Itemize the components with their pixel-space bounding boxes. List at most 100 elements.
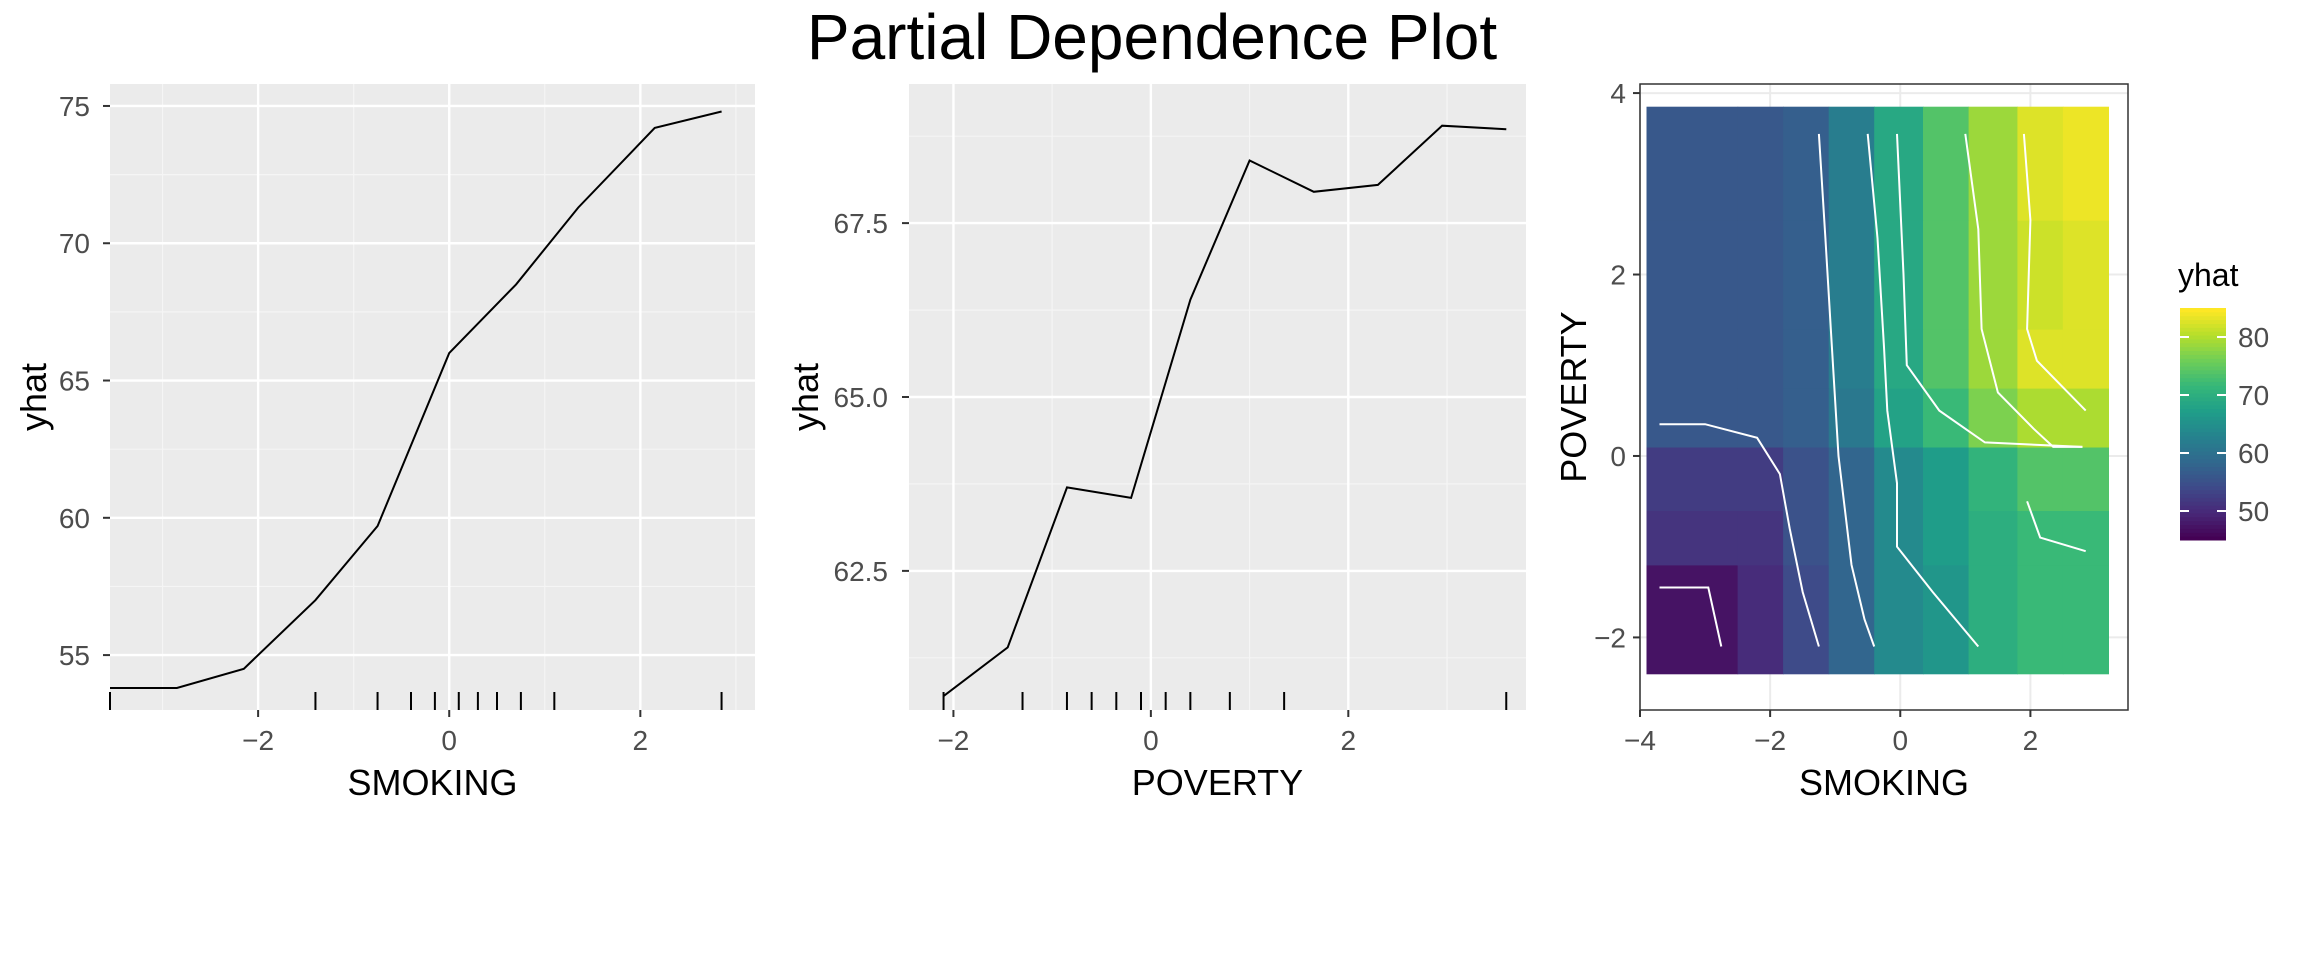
heatmap-cell (1737, 220, 1784, 330)
heatmap-cell (1923, 564, 1970, 675)
heatmap-cell (2062, 564, 2109, 675)
legend-colorbar-segment (2180, 532, 2226, 537)
legend-colorbar-segment (2180, 505, 2226, 510)
legend-colorbar-segment (2180, 431, 2226, 437)
poverty-x-tick-label: −2 (937, 725, 969, 756)
heatmap-panel-border (1639, 83, 2129, 711)
legend-tick-label: 80 (2238, 322, 2269, 353)
poverty-x-axis-title: POVERTY (1132, 762, 1303, 803)
heatmap-x-tick-label: 0 (1892, 725, 1908, 756)
poverty-y-axis-title: yhat (785, 363, 826, 431)
legend-colorbar-segment (2180, 416, 2226, 421)
legend-colorbar-segment (2180, 485, 2226, 491)
legend-colorbar-segment (2180, 362, 2226, 367)
legend-colorbar-segment (2180, 389, 2226, 394)
heatmap-x-tick-label: −4 (1624, 725, 1656, 756)
legend-colorbar-segment (2180, 319, 2226, 324)
legend-colorbar-segment (2180, 311, 2226, 317)
smoking-x-tick-label: 0 (441, 725, 457, 756)
legend-colorbar-segment (2180, 396, 2226, 402)
poverty-y-tick-label: 62.5 (834, 556, 889, 587)
heatmap-cell (1783, 220, 1830, 330)
legend-colorbar-segment (2180, 346, 2226, 352)
heatmap-cell (1923, 446, 1970, 511)
smoking-y-axis-title: yhat (13, 363, 54, 431)
yhat-colorbar-legend: yhat 50 60 70 80 (2178, 257, 2269, 541)
heatmap-cell (1737, 329, 1784, 389)
smoking-y-tick-label: 60 (59, 503, 90, 534)
legend-colorbar-segment (2180, 424, 2226, 429)
legend-colorbar-segment (2180, 451, 2226, 456)
heatmap-contour-line (2022, 133, 2087, 412)
legend-colorbar-segment (2180, 400, 2226, 406)
poverty-y-tick-label: 67.5 (834, 208, 889, 239)
poverty-x-tick-label: 2 (1341, 725, 1357, 756)
smoking-pdp-line (110, 110, 722, 689)
heatmap-contour-line (1659, 423, 1820, 647)
heatmap-cell (1828, 564, 1875, 675)
legend-tick-label: 70 (2238, 380, 2269, 411)
legend-colorbar-segment (2180, 327, 2226, 332)
legend-colorbar-segment (2180, 516, 2226, 522)
heatmap-cell (1646, 387, 1739, 448)
legend-colorbar-segment (2180, 536, 2226, 541)
legend-colorbar-segment (2180, 524, 2226, 529)
heatmap-cell (1923, 106, 1970, 221)
smoking-x-tick-label: 2 (633, 725, 649, 756)
legend-colorbar-segment (2180, 350, 2226, 355)
heatmap-cell (1968, 106, 2018, 221)
legend-colorbar-segment (2180, 478, 2226, 483)
legend-colorbar-segment (2180, 501, 2226, 506)
heatmap-cell (1737, 564, 1784, 675)
smoking-pdp-panel: −2 0 2 55 60 65 70 75 SMOKING yhat (13, 84, 755, 803)
heatmap-cell (1828, 510, 1875, 566)
heatmap-y-tick-label: 0 (1610, 441, 1626, 472)
legend-colorbar-segment (2180, 497, 2226, 502)
heatmap-cell (1783, 510, 1830, 566)
legend-colorbar-segment (2180, 427, 2226, 433)
heatmap-cell (1828, 106, 1875, 221)
legend-colorbar-segment (2180, 373, 2226, 379)
heatmap-cells (1646, 106, 2109, 675)
legend-colorbar-segment (2180, 458, 2226, 464)
legend-colorbar-segment (2180, 454, 2226, 460)
legend-colorbar-segment (2180, 323, 2226, 328)
legend-colorbar-segment (2180, 377, 2226, 382)
smoking-x-axis-title: SMOKING (347, 762, 517, 803)
legend-colorbar-segment (2180, 393, 2226, 398)
heatmap-y-tick-label: −2 (1594, 622, 1626, 653)
heatmap-cell (1646, 329, 1739, 389)
heatmap-cell (1828, 220, 1875, 330)
legend-colorbar-segment (2180, 366, 2226, 371)
legend-colorbar-segment (2180, 447, 2226, 452)
legend-colorbar-segment (2180, 342, 2226, 348)
heatmap-cell (1737, 446, 1784, 511)
legend-colorbar-segment (2180, 315, 2226, 321)
legend-colorbar-segment (2180, 369, 2226, 375)
heatmap-contour-line (1659, 586, 1723, 647)
heatmap-cell (1828, 329, 1875, 389)
heatmap-cell (1783, 387, 1830, 448)
legend-tick-label: 60 (2238, 438, 2269, 469)
legend-colorbar-segment (2180, 420, 2226, 425)
legend-colorbar-segment (2180, 404, 2226, 410)
heatmap-cell (2062, 446, 2109, 511)
heatmap-cell (1923, 329, 1970, 389)
heatmap-cell (1737, 106, 1784, 221)
heatmap-y-tick-label: 4 (1610, 78, 1626, 109)
heatmap-cell (1783, 329, 1830, 389)
legend-colorbar-segment (2180, 512, 2226, 518)
poverty-y-tick-label: 65.0 (834, 382, 889, 413)
heatmap-cell (1968, 220, 2018, 330)
poverty-pdp-line (942, 124, 1507, 697)
legend-colorbar-segment (2180, 462, 2226, 468)
heatmap-cell (1874, 510, 1924, 566)
smoking-poverty-heatmap-panel: −4 −2 0 2 −2 0 2 4 SMOKING POVERTY (1553, 78, 2129, 803)
legend-colorbar-segment (2180, 489, 2226, 495)
heatmap-x-tick-label: 2 (2023, 725, 2039, 756)
heatmap-cell (1646, 446, 1739, 511)
heatmap-cell (1923, 220, 1970, 330)
heatmap-cell (1968, 387, 2018, 448)
smoking-y-tick-label: 65 (59, 366, 90, 397)
